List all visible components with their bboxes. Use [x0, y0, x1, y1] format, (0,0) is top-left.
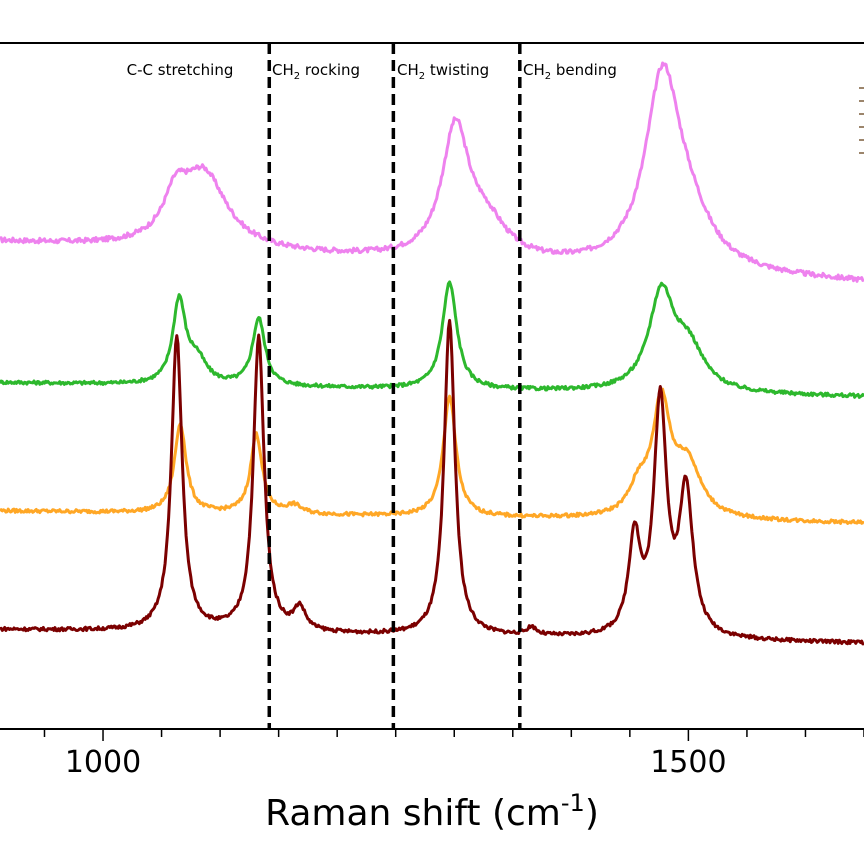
x-axis-title-end: ) [585, 793, 599, 834]
region-label-layer: C-C stretching CH2 rocking CH2 twisting CH2… [127, 61, 617, 82]
region-label-main: C-C stretching [127, 61, 234, 79]
spectrum-line-1 [0, 61, 864, 283]
spectrum-line-3 [0, 387, 864, 525]
region-label-main: CH [523, 61, 545, 79]
spectrum-line-4 [0, 318, 864, 646]
region-label-sub: 2 [419, 71, 425, 82]
region-label-end: rocking [300, 61, 360, 79]
region-label-3: CH2 twisting [397, 61, 489, 82]
region-label-4: CH2 bending [523, 61, 617, 82]
x-tick-label: 1500 [650, 745, 726, 780]
x-tick-layer: 1000 1500 [43, 729, 864, 780]
divider-layer [267, 43, 522, 729]
plot-frame [0, 42, 864, 730]
x-axis-title: Raman shift (cm-1) [265, 789, 599, 834]
region-label-sub: 2 [545, 71, 551, 82]
region-label-1: C-C stretching [127, 61, 234, 79]
region-label-main: CH [397, 61, 419, 79]
series-layer [0, 61, 864, 646]
legend-partial [859, 87, 864, 154]
x-axis-title-sup: -1 [561, 789, 585, 817]
region-label-sub: 2 [294, 71, 300, 82]
region-label-2: CH2 rocking [272, 61, 360, 82]
x-tick-label: 1000 [65, 745, 141, 780]
spectrum-line-2 [0, 280, 864, 399]
region-label-main: CH [272, 61, 294, 79]
x-axis-title-main: Raman shift (cm [265, 793, 561, 834]
region-label-end: twisting [425, 61, 489, 79]
region-label-end: bending [551, 61, 617, 79]
